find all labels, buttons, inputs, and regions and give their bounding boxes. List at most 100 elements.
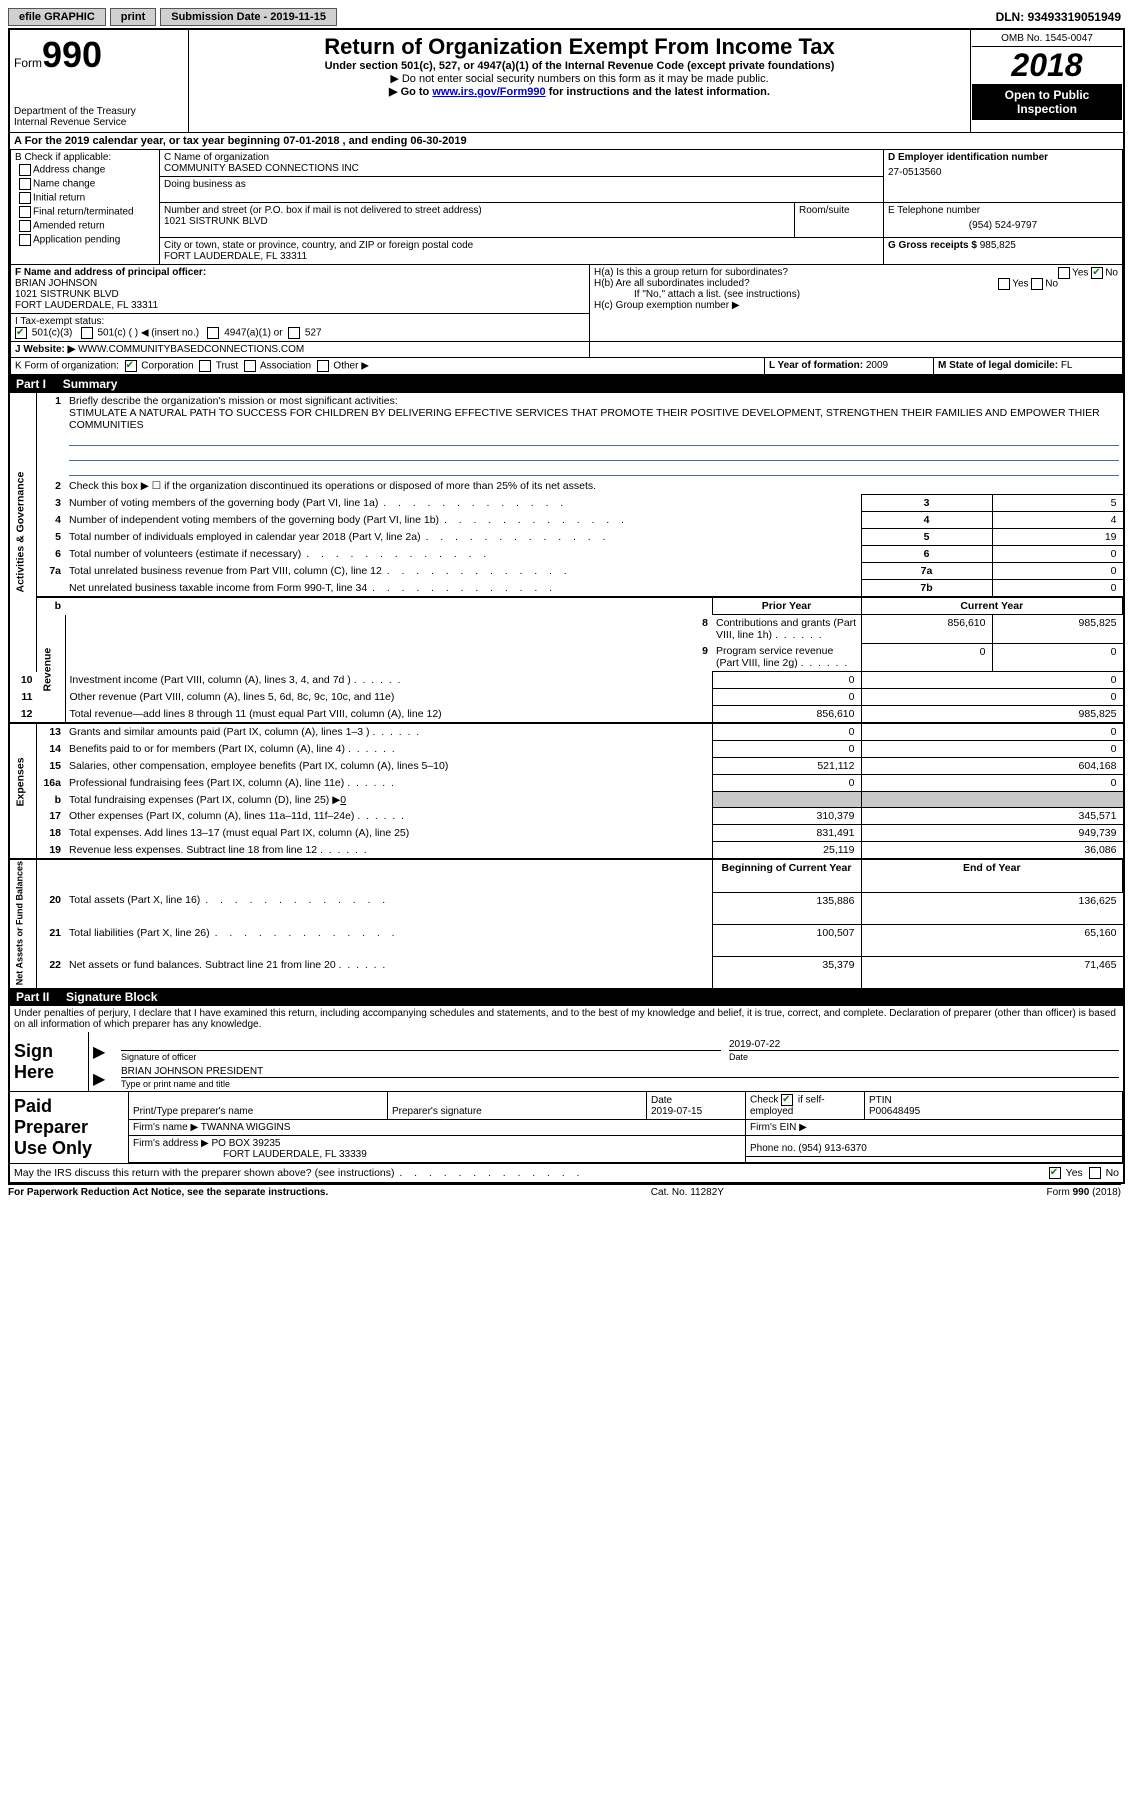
vert-expenses: Expenses <box>10 723 37 842</box>
firm-phone: (954) 913-6370 <box>798 1143 866 1154</box>
state-domicile-label: M State of legal domicile: <box>938 360 1058 371</box>
phone-label: E Telephone number <box>888 205 1118 216</box>
ha-question: H(a) Is this a group return for subordin… <box>594 267 1118 278</box>
sign-here-block: Sign Here ▶ Signature of officer 2019-07… <box>10 1032 1123 1091</box>
dln-display: DLN: 93493319051949 <box>996 10 1121 24</box>
sig-date: 2019-07-22 <box>729 1039 1119 1050</box>
l6-value: 0 <box>992 546 1123 563</box>
l16b-text: Total fundraising expenses (Part IX, col… <box>65 792 712 808</box>
discuss-line: May the IRS discuss this return with the… <box>10 1163 1123 1182</box>
chk-501c3[interactable] <box>15 327 27 339</box>
prep-date: 2019-07-15 <box>651 1106 702 1117</box>
chk-final-return[interactable]: Final return/terminated <box>15 205 155 219</box>
officer-addr2: FORT LAUDERDALE, FL 33311 <box>15 300 585 311</box>
form-note-ssn: ▶ Do not enter social security numbers o… <box>193 72 966 85</box>
col-end: End of Year <box>861 859 1123 892</box>
top-toolbar: efile GRAPHIC print Submission Date - 20… <box>8 8 1121 26</box>
year-formation-value: 2009 <box>866 360 888 371</box>
footer-mid: Cat. No. 11282Y <box>651 1187 724 1198</box>
l15-text: Salaries, other compensation, employee b… <box>65 758 712 775</box>
tax-exempt-label: I Tax-exempt status: <box>15 316 104 327</box>
part1-header: Part I Summary <box>10 375 1123 393</box>
l5-value: 19 <box>992 529 1123 546</box>
summary-section: Activities & Governance 1 Briefly descri… <box>10 393 1123 988</box>
addr-label: Number and street (or P.O. box if mail i… <box>164 205 790 216</box>
officer-group-block: F Name and address of principal officer:… <box>10 265 1123 358</box>
l19-text: Revenue less expenses. Subtract line 18 … <box>69 844 367 856</box>
ein-value: 27-0513560 <box>888 163 1118 182</box>
officer-name: BRIAN JOHNSON <box>15 278 585 289</box>
omb-number: OMB No. 1545-0047 <box>972 31 1122 47</box>
firm-name: TWANNA WIGGINS <box>201 1122 291 1133</box>
box-b-title: B Check if applicable: <box>15 152 155 163</box>
chk-corp[interactable] <box>125 360 137 372</box>
irs-link[interactable]: www.irs.gov/Form990 <box>432 86 545 98</box>
dba-label: Doing business as <box>164 179 879 190</box>
form-title: Return of Organization Exempt From Incom… <box>193 34 966 60</box>
footer-right: Form 990 (2018) <box>1047 1187 1121 1198</box>
vert-revenue: Revenue <box>37 615 66 724</box>
l14-text: Benefits paid to or for members (Part IX… <box>69 743 395 755</box>
chk-527[interactable] <box>288 327 300 339</box>
hb-question: H(b) Are all subordinates included? Yes … <box>594 278 1118 289</box>
discuss-no[interactable] <box>1089 1167 1101 1179</box>
form-note-link: ▶ Go to www.irs.gov/Form990 for instruct… <box>193 85 966 98</box>
l4-value: 4 <box>992 512 1123 529</box>
chk-501c[interactable] <box>81 327 93 339</box>
l7a-text: Total unrelated business revenue from Pa… <box>69 565 569 577</box>
website-label: J Website: ▶ <box>15 344 75 355</box>
klm-block: K Form of organization: Corporation Trus… <box>10 358 1123 375</box>
inspection-badge: Open to Public Inspection <box>972 84 1122 120</box>
l6-text: Total number of volunteers (estimate if … <box>69 548 488 560</box>
l13-text: Grants and similar amounts paid (Part IX… <box>69 726 419 738</box>
chk-name-change[interactable]: Name change <box>15 177 155 191</box>
org-name-label: C Name of organization <box>164 152 879 163</box>
footer-left: For Paperwork Reduction Act Notice, see … <box>8 1187 328 1198</box>
firm-ein-label: Firm's EIN ▶ <box>746 1120 1123 1136</box>
chk-amended[interactable]: Amended return <box>15 219 155 233</box>
col-beginning: Beginning of Current Year <box>712 859 861 892</box>
city-label: City or town, state or province, country… <box>164 240 879 251</box>
city-value: FORT LAUDERDALE, FL 33311 <box>164 251 879 262</box>
l21-text: Total liabilities (Part X, line 26) <box>69 927 397 939</box>
l9-text: Program service revenue (Part VIII, line… <box>716 645 847 669</box>
prep-name-label: Print/Type preparer's name <box>129 1092 388 1120</box>
l2-text: Check this box ▶ ☐ if the organization d… <box>65 478 1123 495</box>
chk-4947[interactable] <box>207 327 219 339</box>
submission-date: 2019-11-15 <box>270 11 326 23</box>
chk-initial-return[interactable]: Initial return <box>15 191 155 205</box>
l16a-text: Professional fundraising fees (Part IX, … <box>69 777 394 789</box>
l10-text: Investment income (Part VIII, column (A)… <box>70 674 401 686</box>
print-button[interactable]: print <box>110 8 156 26</box>
officer-name-title: BRIAN JOHNSON PRESIDENT <box>121 1066 1119 1077</box>
efile-button[interactable]: efile GRAPHIC <box>8 8 106 26</box>
submission-date-button[interactable]: Submission Date - 2019-11-15 <box>160 8 337 26</box>
firm-addr2: FORT LAUDERDALE, FL 33339 <box>133 1149 367 1160</box>
tax-year: 2018 <box>972 47 1122 84</box>
chk-other[interactable] <box>317 360 329 372</box>
col-current: Current Year <box>861 597 1123 615</box>
discuss-yes[interactable] <box>1049 1167 1061 1179</box>
l7a-value: 0 <box>992 563 1123 580</box>
sig-officer-line: Signature of officer <box>121 1050 721 1062</box>
l8-curr: 985,825 <box>992 615 1123 644</box>
org-name: COMMUNITY BASED CONNECTIONS INC <box>164 163 879 174</box>
sig-declaration: Under penalties of perjury, I declare th… <box>10 1006 1123 1032</box>
l8-text: Contributions and grants (Part VIII, lin… <box>716 617 856 641</box>
l8-prior: 856,610 <box>861 615 992 644</box>
chk-assoc[interactable] <box>244 360 256 372</box>
form-org-label: K Form of organization: <box>15 361 119 372</box>
officer-addr1: 1021 SISTRUNK BLVD <box>15 289 585 300</box>
chk-app-pending[interactable]: Application pending <box>15 233 155 247</box>
chk-address-change[interactable]: Address change <box>15 163 155 177</box>
ptin-value: P00648495 <box>869 1106 920 1117</box>
l3-text: Number of voting members of the governin… <box>69 497 565 509</box>
submission-label: Submission Date - <box>171 11 270 23</box>
addr-value: 1021 SISTRUNK BLVD <box>164 216 790 227</box>
self-employed-check[interactable]: Check if self-employed <box>746 1092 865 1120</box>
chk-trust[interactable] <box>199 360 211 372</box>
phone-value: (954) 524-9797 <box>888 216 1118 235</box>
l20-text: Total assets (Part X, line 16) <box>69 894 387 906</box>
l3-value: 5 <box>992 495 1123 512</box>
page-footer: For Paperwork Reduction Act Notice, see … <box>8 1184 1121 1198</box>
